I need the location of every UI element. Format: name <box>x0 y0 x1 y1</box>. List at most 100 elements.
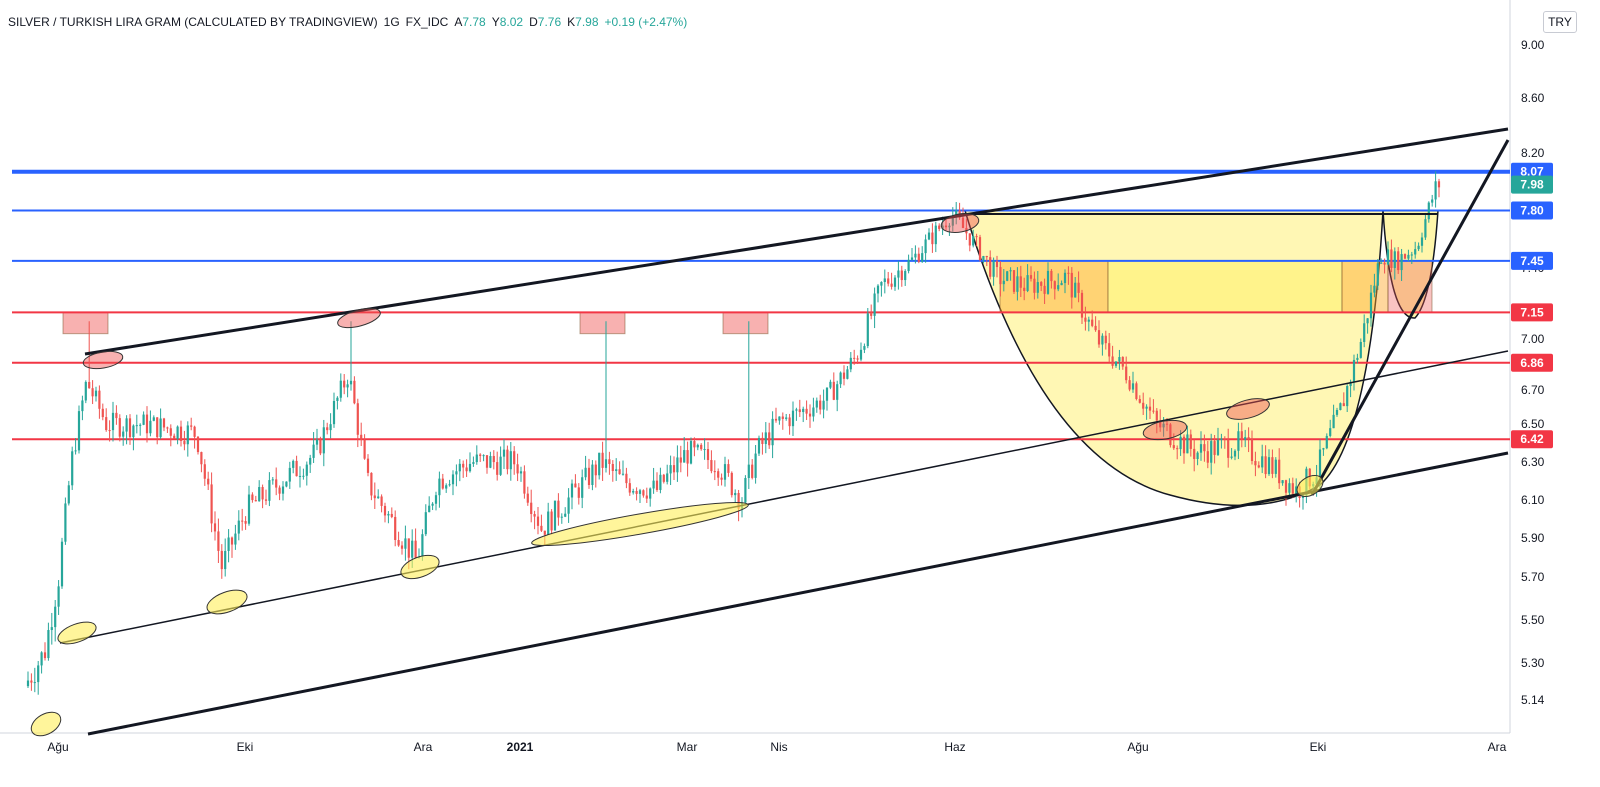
x-tick-label: Mar <box>677 740 698 754</box>
candle-body <box>1383 262 1386 265</box>
candle-body <box>315 439 319 445</box>
candle-body <box>1393 251 1396 268</box>
candle-body <box>543 530 546 535</box>
candle-body <box>166 427 169 429</box>
candle-body <box>1213 441 1216 455</box>
candle-body <box>509 451 512 470</box>
symbol-name: SILVER / TURKISH LIRA GRAM (CALCULATED B… <box>8 15 378 29</box>
price-level-badge <box>1511 430 1553 449</box>
candle-body <box>1291 483 1294 494</box>
candle-body <box>1400 254 1403 271</box>
candle-body <box>1152 410 1155 412</box>
candle-body <box>411 540 414 558</box>
candle-body <box>1097 330 1101 345</box>
candle-body <box>717 471 720 478</box>
candle-body <box>1267 457 1271 475</box>
x-tick-label: Nis <box>770 740 787 754</box>
candle-body <box>961 217 965 228</box>
x-tick-label: Ağu <box>47 740 68 754</box>
price-level-label: 7.15 <box>1520 305 1544 319</box>
candle-body <box>445 485 448 489</box>
candle-body <box>227 537 230 551</box>
symbol-interval: 1G <box>383 15 400 29</box>
candle-body <box>604 459 608 468</box>
candle-body <box>434 495 438 504</box>
candle-body <box>686 450 689 464</box>
candle-body <box>1332 414 1335 429</box>
candle-body <box>669 465 672 474</box>
candle-body <box>924 239 927 254</box>
candle-body <box>33 682 36 684</box>
candle-body <box>349 380 353 385</box>
candle-body <box>1261 456 1264 468</box>
candle-body <box>1118 357 1121 362</box>
candle-body <box>584 467 587 478</box>
candle-body <box>754 453 757 478</box>
candle-body <box>659 474 662 490</box>
highlight-zone <box>1341 260 1389 313</box>
candle-body <box>683 450 686 463</box>
candle-body <box>346 384 349 388</box>
candle-body <box>363 440 366 459</box>
candle-body <box>591 464 594 485</box>
candle-body <box>723 464 727 480</box>
candle-body <box>309 457 312 465</box>
price-level-label: 8.07 <box>1520 165 1544 179</box>
currency-button[interactable]: TRY <box>1543 11 1577 33</box>
candle-body <box>768 432 771 446</box>
candle-body <box>523 471 526 494</box>
candle-body <box>295 460 298 477</box>
candle-body <box>1036 282 1039 293</box>
candle-body <box>1278 459 1281 484</box>
candle-body <box>785 417 788 419</box>
close-value: 7.98 <box>575 15 599 29</box>
candle-body <box>1247 437 1250 440</box>
candle-body <box>689 441 693 464</box>
candle-body <box>105 417 108 431</box>
candle-body <box>1077 282 1080 293</box>
candle-body <box>839 372 842 385</box>
candle-body <box>193 426 196 437</box>
candle-body <box>570 483 574 498</box>
candle-body <box>145 414 149 434</box>
candle-body <box>1114 361 1118 366</box>
candle-body <box>162 418 166 428</box>
candle-body <box>183 440 186 445</box>
candle-body <box>550 511 553 531</box>
candle-body <box>859 349 863 360</box>
candle-body <box>1193 448 1196 459</box>
candle-body <box>1376 263 1379 286</box>
candle-body <box>1434 181 1437 200</box>
candle-body <box>975 236 978 238</box>
candle-body <box>237 520 240 534</box>
highlight-zone <box>722 311 769 335</box>
candle-body <box>815 400 818 408</box>
candle-body <box>856 358 859 360</box>
candle-body <box>1325 435 1328 449</box>
candle-body <box>258 487 261 502</box>
close-label: K <box>567 15 576 29</box>
candle-body <box>268 480 271 501</box>
candle-body <box>278 487 281 494</box>
candle-body <box>536 516 540 526</box>
candle-body <box>217 531 220 551</box>
x-tick-label: Eki <box>1310 740 1327 754</box>
candle-body <box>30 680 33 683</box>
candle-body <box>927 232 931 240</box>
candle-body <box>693 441 696 448</box>
candle-body <box>458 463 461 472</box>
candle-body <box>1322 448 1325 450</box>
highlight-ellipse <box>82 350 124 370</box>
candle-body <box>448 484 451 486</box>
candle-body <box>934 225 937 245</box>
candle-body <box>941 225 944 229</box>
candle-body <box>1179 436 1182 450</box>
candle-body <box>302 475 305 477</box>
y-tick-label: 5.14 <box>1521 693 1545 707</box>
candle-body <box>1237 431 1240 451</box>
candle-body <box>241 520 244 522</box>
candle-body <box>1131 383 1135 390</box>
candle-body <box>244 521 247 524</box>
